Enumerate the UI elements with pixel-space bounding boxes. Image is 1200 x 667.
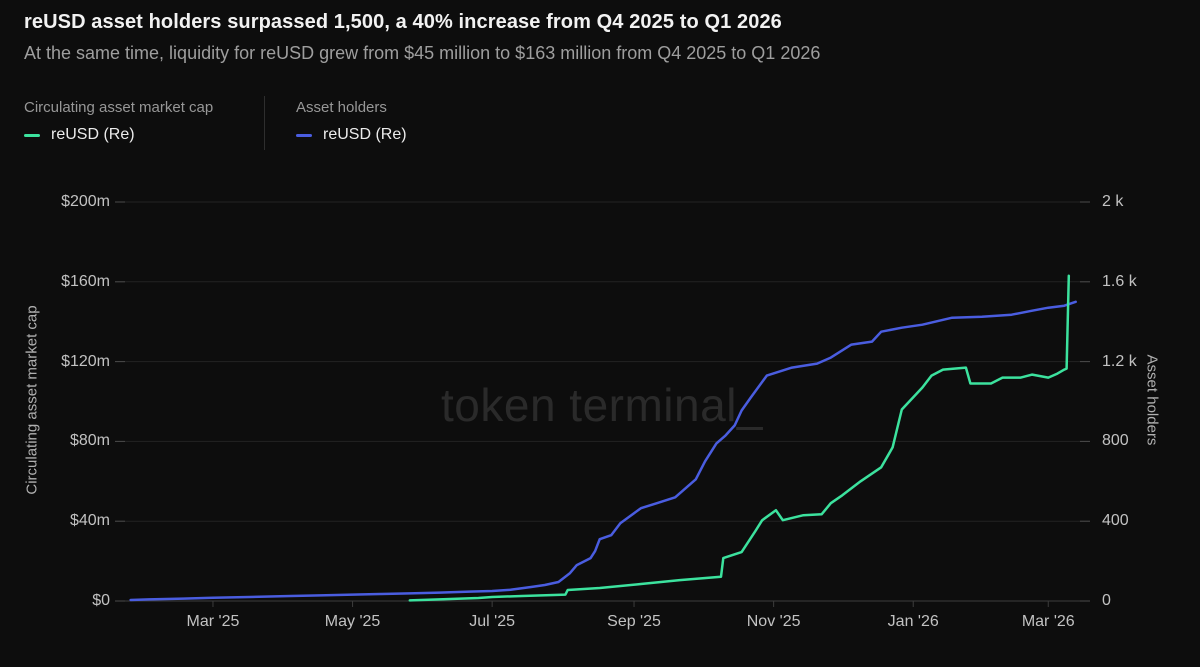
y-left-tick-label: $0 bbox=[92, 592, 110, 609]
x-axis-tick-label: Sep '25 bbox=[607, 613, 661, 630]
y-right-tick-label: 800 bbox=[1102, 432, 1129, 450]
x-axis-tick-label: Jan '26 bbox=[887, 613, 939, 630]
legend-group-label: Circulating asset market cap bbox=[24, 99, 214, 116]
legend-item-market-cap[interactable]: reUSD (Re) bbox=[24, 126, 135, 144]
y-left-tick-label: $200m bbox=[61, 193, 110, 210]
x-axis-tick-label: May '25 bbox=[324, 613, 381, 630]
y-right-tick-label: 1.6 k bbox=[1102, 272, 1137, 290]
y-left-tick-label: $120m bbox=[61, 352, 110, 370]
y-left-tick-label: $160m bbox=[61, 272, 110, 290]
x-axis-tick-label: Jul '25 bbox=[469, 613, 516, 630]
market-cap-series-swatch bbox=[24, 133, 40, 137]
y-right-tick-label: 0 bbox=[1102, 592, 1111, 609]
y-right-tick-label: 1.2 k bbox=[1102, 352, 1137, 370]
x-axis-tick-label: Mar '26 bbox=[1021, 613, 1075, 630]
x-axis-tick-label: Mar '25 bbox=[186, 613, 240, 630]
legend-group-label: Asset holders bbox=[296, 99, 387, 116]
page-title: reUSD asset holders surpassed 1,500, a 4… bbox=[24, 11, 782, 33]
y-right-tick-label: 2 k bbox=[1102, 193, 1124, 210]
x-axis-tick-label: Nov '25 bbox=[746, 613, 801, 630]
y-right-tick-label: 400 bbox=[1102, 512, 1129, 530]
legend-item-label: reUSD (Re) bbox=[323, 126, 407, 143]
legend-divider bbox=[264, 96, 265, 150]
series-line-holders[interactable] bbox=[129, 300, 1077, 602]
legend: Circulating asset market cap reUSD (Re) … bbox=[0, 96, 1200, 152]
legend-item-label: reUSD (Re) bbox=[51, 126, 135, 143]
holders-series-swatch bbox=[296, 133, 312, 137]
left-axis-title: Circulating asset market cap bbox=[23, 305, 41, 495]
y-left-tick-label: $40m bbox=[69, 512, 110, 530]
watermark: token terminal_ bbox=[441, 379, 763, 431]
series-line-market-cap[interactable] bbox=[408, 274, 1071, 602]
legend-item-holders[interactable]: reUSD (Re) bbox=[296, 126, 407, 144]
y-left-tick-label: $80m bbox=[69, 432, 110, 450]
page-subtitle: At the same time, liquidity for reUSD gr… bbox=[24, 43, 821, 63]
